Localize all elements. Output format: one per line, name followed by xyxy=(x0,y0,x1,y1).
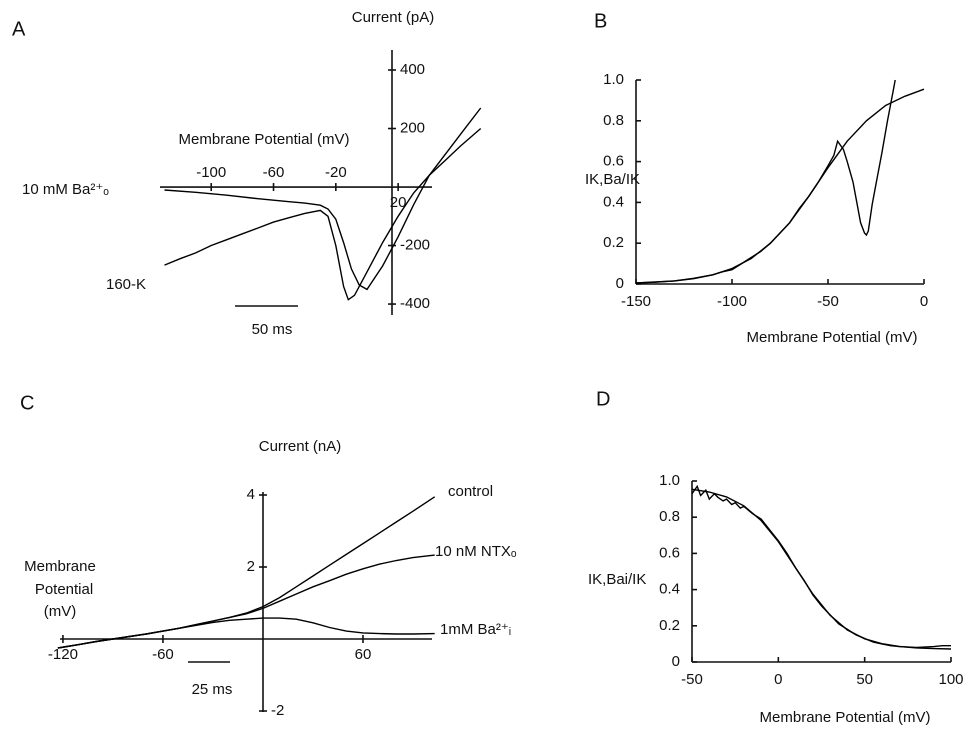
x-tick-label: 50 xyxy=(856,671,873,688)
y-tick-label: 0.6 xyxy=(659,544,680,561)
scale-label: 50 ms xyxy=(252,321,293,338)
y-tick-label: -2 xyxy=(271,702,284,719)
x-tick-label: -100 xyxy=(196,164,226,181)
y-tick-label: 0.2 xyxy=(659,617,680,634)
scale-label: 25 ms xyxy=(192,681,233,698)
y-tick-label: 0.6 xyxy=(603,153,624,170)
x-tick-label: -20 xyxy=(325,164,347,181)
trace xyxy=(691,484,951,649)
x-tick-label: 60 xyxy=(355,646,372,663)
trace-label: 1mM Ba²⁺ᵢ xyxy=(440,621,511,638)
x-tick-label: -50 xyxy=(817,293,839,310)
panel-label: B xyxy=(594,10,607,32)
x-tick-label: -150 xyxy=(621,293,651,310)
x-tick-label: 0 xyxy=(920,293,928,310)
y-axis-label: Current (nA) xyxy=(259,438,342,455)
y-tick-label: 0 xyxy=(672,653,680,670)
y-tick-label: 0 xyxy=(616,275,624,292)
trace-label: 10 mM Ba²⁺ₒ xyxy=(22,181,109,198)
trace xyxy=(635,79,896,284)
y-axis-label: Current (pA) xyxy=(352,9,435,26)
y-tick-label: -400 xyxy=(400,295,430,312)
y-tick-label: 0.8 xyxy=(603,112,624,129)
y-tick-label: 1.0 xyxy=(603,71,624,88)
y-axis-label: IK,Ba/IK xyxy=(585,171,640,188)
trace xyxy=(635,88,925,284)
trace xyxy=(164,127,482,301)
panel-label: C xyxy=(20,392,34,414)
y-tick-label: 1.0 xyxy=(659,472,680,489)
x-tick-label: -50 xyxy=(681,671,703,688)
y-tick-label: 0.8 xyxy=(659,508,680,525)
x-axis-label: Membrane Potential (mV) xyxy=(747,329,918,346)
y-tick-label: 2 xyxy=(247,558,255,575)
trace xyxy=(57,617,435,649)
trace xyxy=(691,488,952,650)
x-tick-label: 100 xyxy=(938,671,963,688)
x-axis-label: Potential xyxy=(35,581,93,598)
panel-label: D xyxy=(596,388,610,410)
trace-label: 160-K xyxy=(106,276,146,293)
y-tick-label: 4 xyxy=(247,486,255,503)
y-tick-label: 400 xyxy=(400,61,425,78)
x-tick-label: -60 xyxy=(152,646,174,663)
y-tick-label: 0.4 xyxy=(603,193,624,210)
x-tick-label: -100 xyxy=(717,293,747,310)
trace-label: control xyxy=(448,483,493,500)
x-tick-label: -60 xyxy=(263,164,285,181)
x-tick-label: 20 xyxy=(390,194,407,211)
y-tick-label: 0.2 xyxy=(603,234,624,251)
x-axis-label: Membrane xyxy=(24,558,96,575)
x-axis-label: Membrane Potential (mV) xyxy=(760,709,931,726)
x-tick-label: -120 xyxy=(48,646,78,663)
trace-label: 10 nM NTXₒ xyxy=(435,543,517,560)
y-tick-label: 200 xyxy=(400,119,425,136)
trace xyxy=(164,107,482,291)
y-tick-label: 0.4 xyxy=(659,581,680,598)
x-axis-label: (mV) xyxy=(44,603,77,620)
y-axis-label: IK,Bai/IK xyxy=(588,571,646,588)
x-tick-label: 0 xyxy=(774,671,782,688)
panel-label: A xyxy=(12,18,26,40)
x-axis-label: Membrane Potential (mV) xyxy=(179,131,350,148)
y-tick-label: -200 xyxy=(400,237,430,254)
